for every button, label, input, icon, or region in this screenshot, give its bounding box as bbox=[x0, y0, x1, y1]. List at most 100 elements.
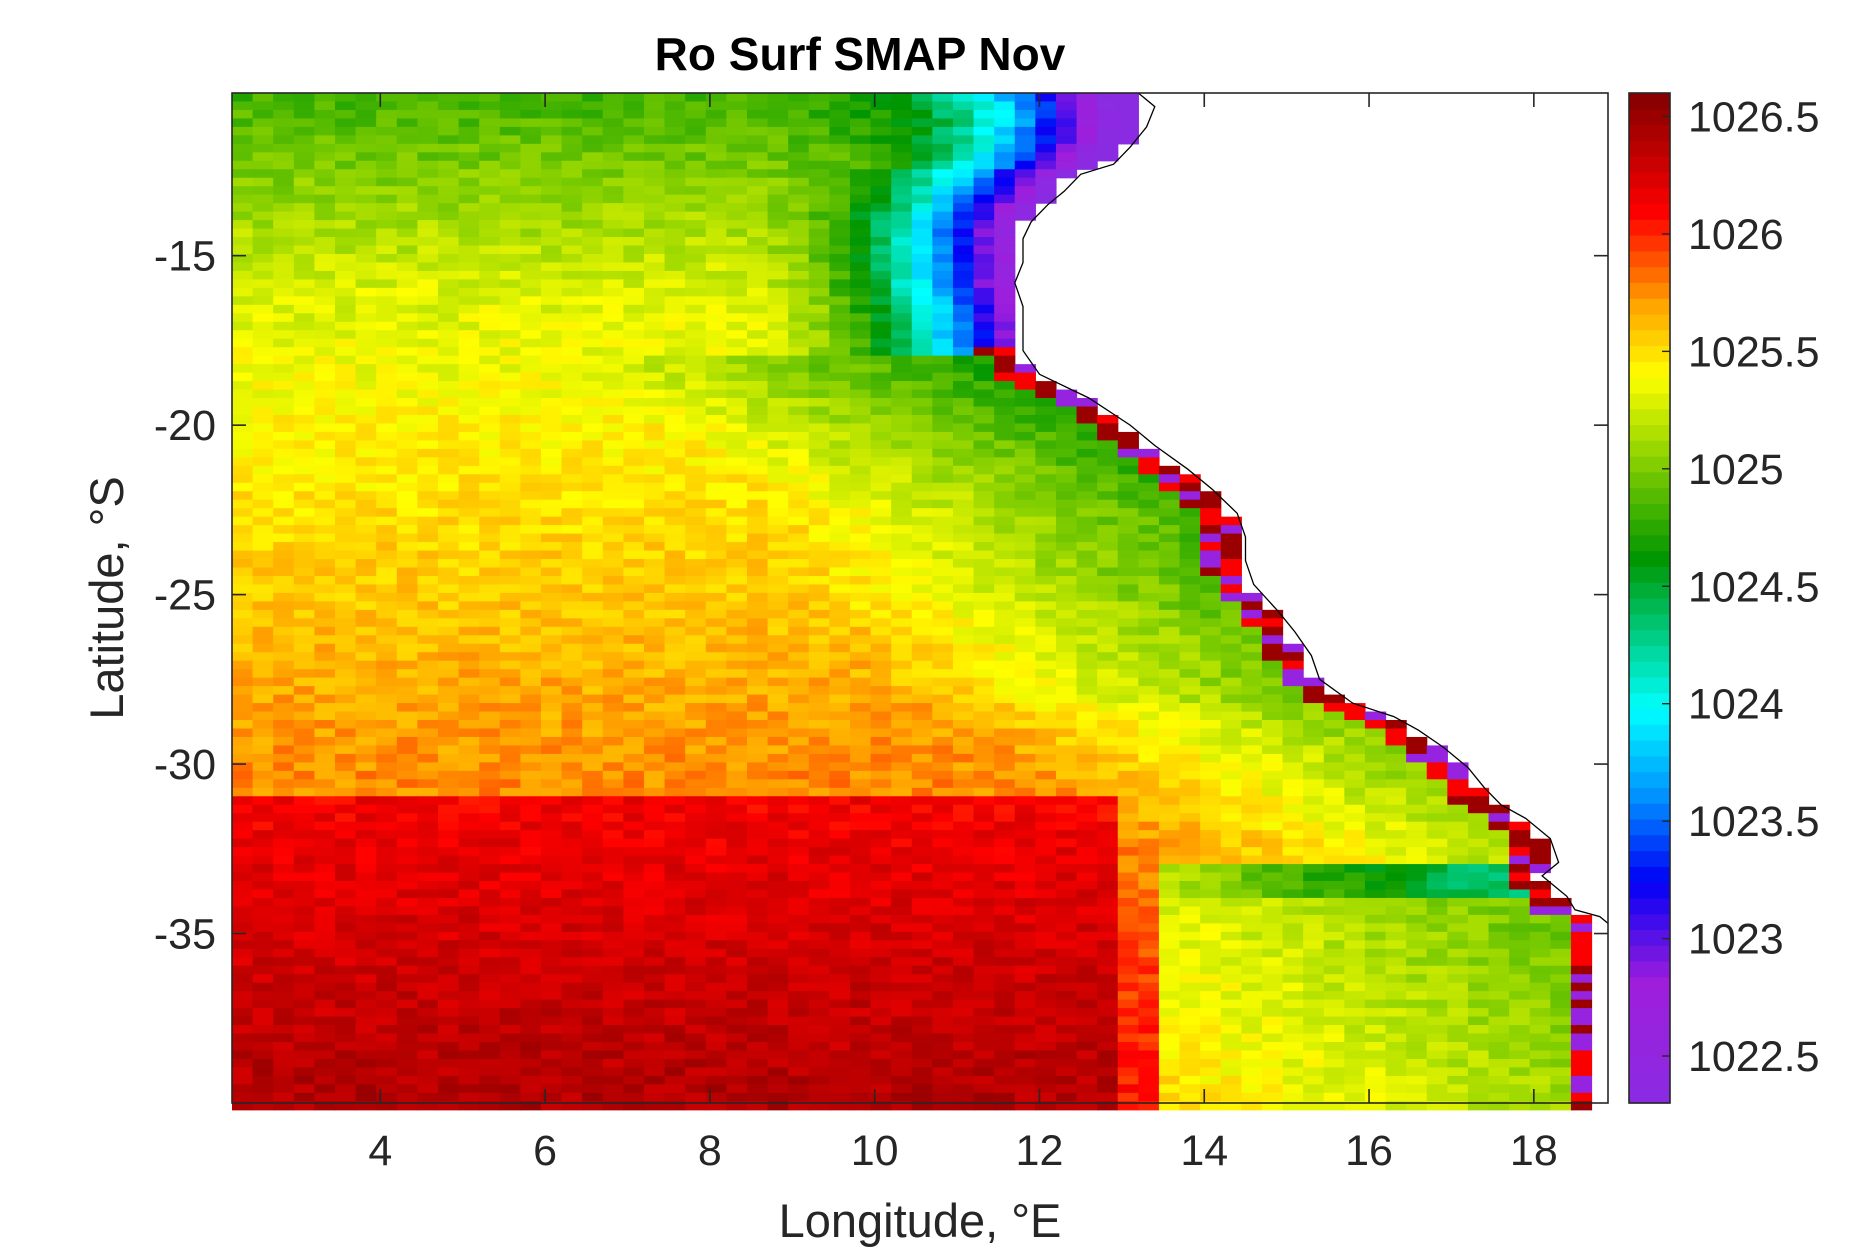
heatmap-cell bbox=[1076, 567, 1098, 577]
heatmap-cell bbox=[582, 864, 604, 874]
heatmap-cell bbox=[746, 830, 769, 840]
heatmap-cell bbox=[829, 491, 851, 501]
heatmap-cell bbox=[499, 253, 521, 264]
heatmap-cell bbox=[1344, 745, 1366, 755]
heatmap-cell bbox=[891, 338, 913, 348]
heatmap-cell bbox=[499, 262, 521, 272]
heatmap-cell bbox=[767, 753, 789, 763]
heatmap-cell bbox=[1055, 431, 1078, 441]
heatmap-cell bbox=[1200, 508, 1222, 518]
heatmap-cell bbox=[1097, 135, 1119, 145]
heatmap-cell bbox=[479, 118, 501, 128]
heatmap-cell bbox=[252, 93, 274, 103]
heatmap-cell bbox=[1385, 931, 1407, 941]
heatmap-cell bbox=[643, 838, 666, 848]
heatmap-cell bbox=[1241, 813, 1263, 823]
heatmap-cell bbox=[973, 228, 995, 238]
heatmap-cell bbox=[561, 109, 583, 120]
heatmap-cell bbox=[952, 304, 975, 314]
heatmap-cell bbox=[685, 440, 707, 450]
heatmap-cell bbox=[1076, 626, 1098, 636]
heatmap-cell bbox=[1220, 847, 1242, 857]
heatmap-cell bbox=[932, 516, 954, 526]
heatmap-cell bbox=[952, 889, 975, 899]
heatmap-cell bbox=[1261, 703, 1284, 713]
heatmap-cell bbox=[891, 609, 913, 619]
heatmap-cell bbox=[499, 482, 521, 492]
heatmap-cell bbox=[582, 753, 604, 763]
heatmap-cell bbox=[417, 626, 439, 636]
heatmap-cell bbox=[891, 160, 913, 170]
heatmap-cell bbox=[479, 253, 501, 264]
heatmap-cell bbox=[849, 838, 872, 848]
heatmap-cell bbox=[788, 830, 810, 840]
heatmap-cell bbox=[314, 262, 336, 272]
heatmap-cell bbox=[849, 601, 872, 611]
heatmap-cell bbox=[499, 931, 521, 941]
heatmap-cell bbox=[252, 414, 274, 425]
heatmap-cell bbox=[520, 440, 542, 450]
heatmap-cell bbox=[870, 220, 892, 230]
heatmap-cell bbox=[952, 296, 975, 306]
heatmap-cell bbox=[1158, 508, 1181, 518]
heatmap-cell bbox=[396, 372, 418, 382]
heatmap-cell bbox=[520, 703, 542, 713]
heatmap-cell bbox=[788, 211, 810, 221]
heatmap-cell bbox=[376, 220, 398, 230]
heatmap-cell bbox=[952, 694, 975, 704]
heatmap-cell bbox=[1282, 923, 1304, 933]
heatmap-cell bbox=[1117, 525, 1139, 535]
heatmap-cell bbox=[870, 618, 892, 628]
heatmap-cell bbox=[705, 313, 727, 323]
heatmap-cell bbox=[582, 474, 604, 484]
heatmap-cell bbox=[540, 770, 563, 780]
heatmap-cell bbox=[561, 592, 583, 602]
heatmap-cell bbox=[1364, 796, 1387, 806]
heatmap-cell bbox=[1035, 652, 1057, 662]
heatmap-cell bbox=[685, 779, 707, 789]
heatmap-cell bbox=[1097, 575, 1119, 586]
heatmap-cell bbox=[1117, 745, 1139, 755]
heatmap-cell bbox=[952, 203, 975, 213]
heatmap-cell bbox=[540, 177, 563, 187]
heatmap-cell bbox=[1529, 897, 1551, 908]
heatmap-cell bbox=[1303, 762, 1325, 772]
heatmap-cell bbox=[1097, 457, 1119, 467]
heatmap-cell bbox=[849, 423, 872, 433]
heatmap-cell bbox=[623, 381, 645, 391]
heatmap-cell bbox=[994, 821, 1016, 831]
heatmap-cell bbox=[994, 796, 1016, 806]
heatmap-cell bbox=[952, 499, 975, 509]
heatmap-cell bbox=[767, 177, 789, 187]
heatmap-cell bbox=[1158, 601, 1181, 611]
heatmap-cell bbox=[1158, 559, 1181, 569]
heatmap-cell bbox=[314, 389, 336, 399]
heatmap-cell bbox=[891, 228, 913, 238]
heatmap-cell bbox=[932, 423, 954, 433]
heatmap-cell bbox=[767, 474, 789, 484]
heatmap-cell bbox=[1241, 923, 1263, 933]
heatmap-cell bbox=[1055, 609, 1078, 619]
heatmap-cell bbox=[314, 321, 336, 331]
heatmap-cell bbox=[1076, 448, 1098, 458]
heatmap-cell bbox=[499, 686, 521, 696]
heatmap-cell bbox=[746, 787, 769, 797]
heatmap-cell bbox=[561, 542, 583, 552]
heatmap-cell bbox=[1097, 897, 1119, 908]
heatmap-cell bbox=[273, 804, 295, 814]
heatmap-cell bbox=[767, 381, 789, 391]
heatmap-cell bbox=[1303, 923, 1325, 933]
heatmap-cell bbox=[1014, 186, 1036, 196]
heatmap-cell bbox=[1014, 838, 1036, 848]
heatmap-cell bbox=[1076, 465, 1098, 475]
heatmap-cell bbox=[1220, 787, 1242, 797]
heatmap-cell bbox=[849, 762, 872, 772]
heatmap-cell bbox=[664, 864, 686, 874]
heatmap-cell bbox=[1179, 694, 1201, 704]
heatmap-cell bbox=[396, 889, 418, 899]
heatmap-cell bbox=[561, 93, 583, 103]
heatmap-cell bbox=[1385, 881, 1407, 891]
heatmap-cell bbox=[1467, 872, 1490, 882]
heatmap-cell bbox=[1220, 601, 1242, 611]
heatmap-cell bbox=[334, 770, 357, 780]
